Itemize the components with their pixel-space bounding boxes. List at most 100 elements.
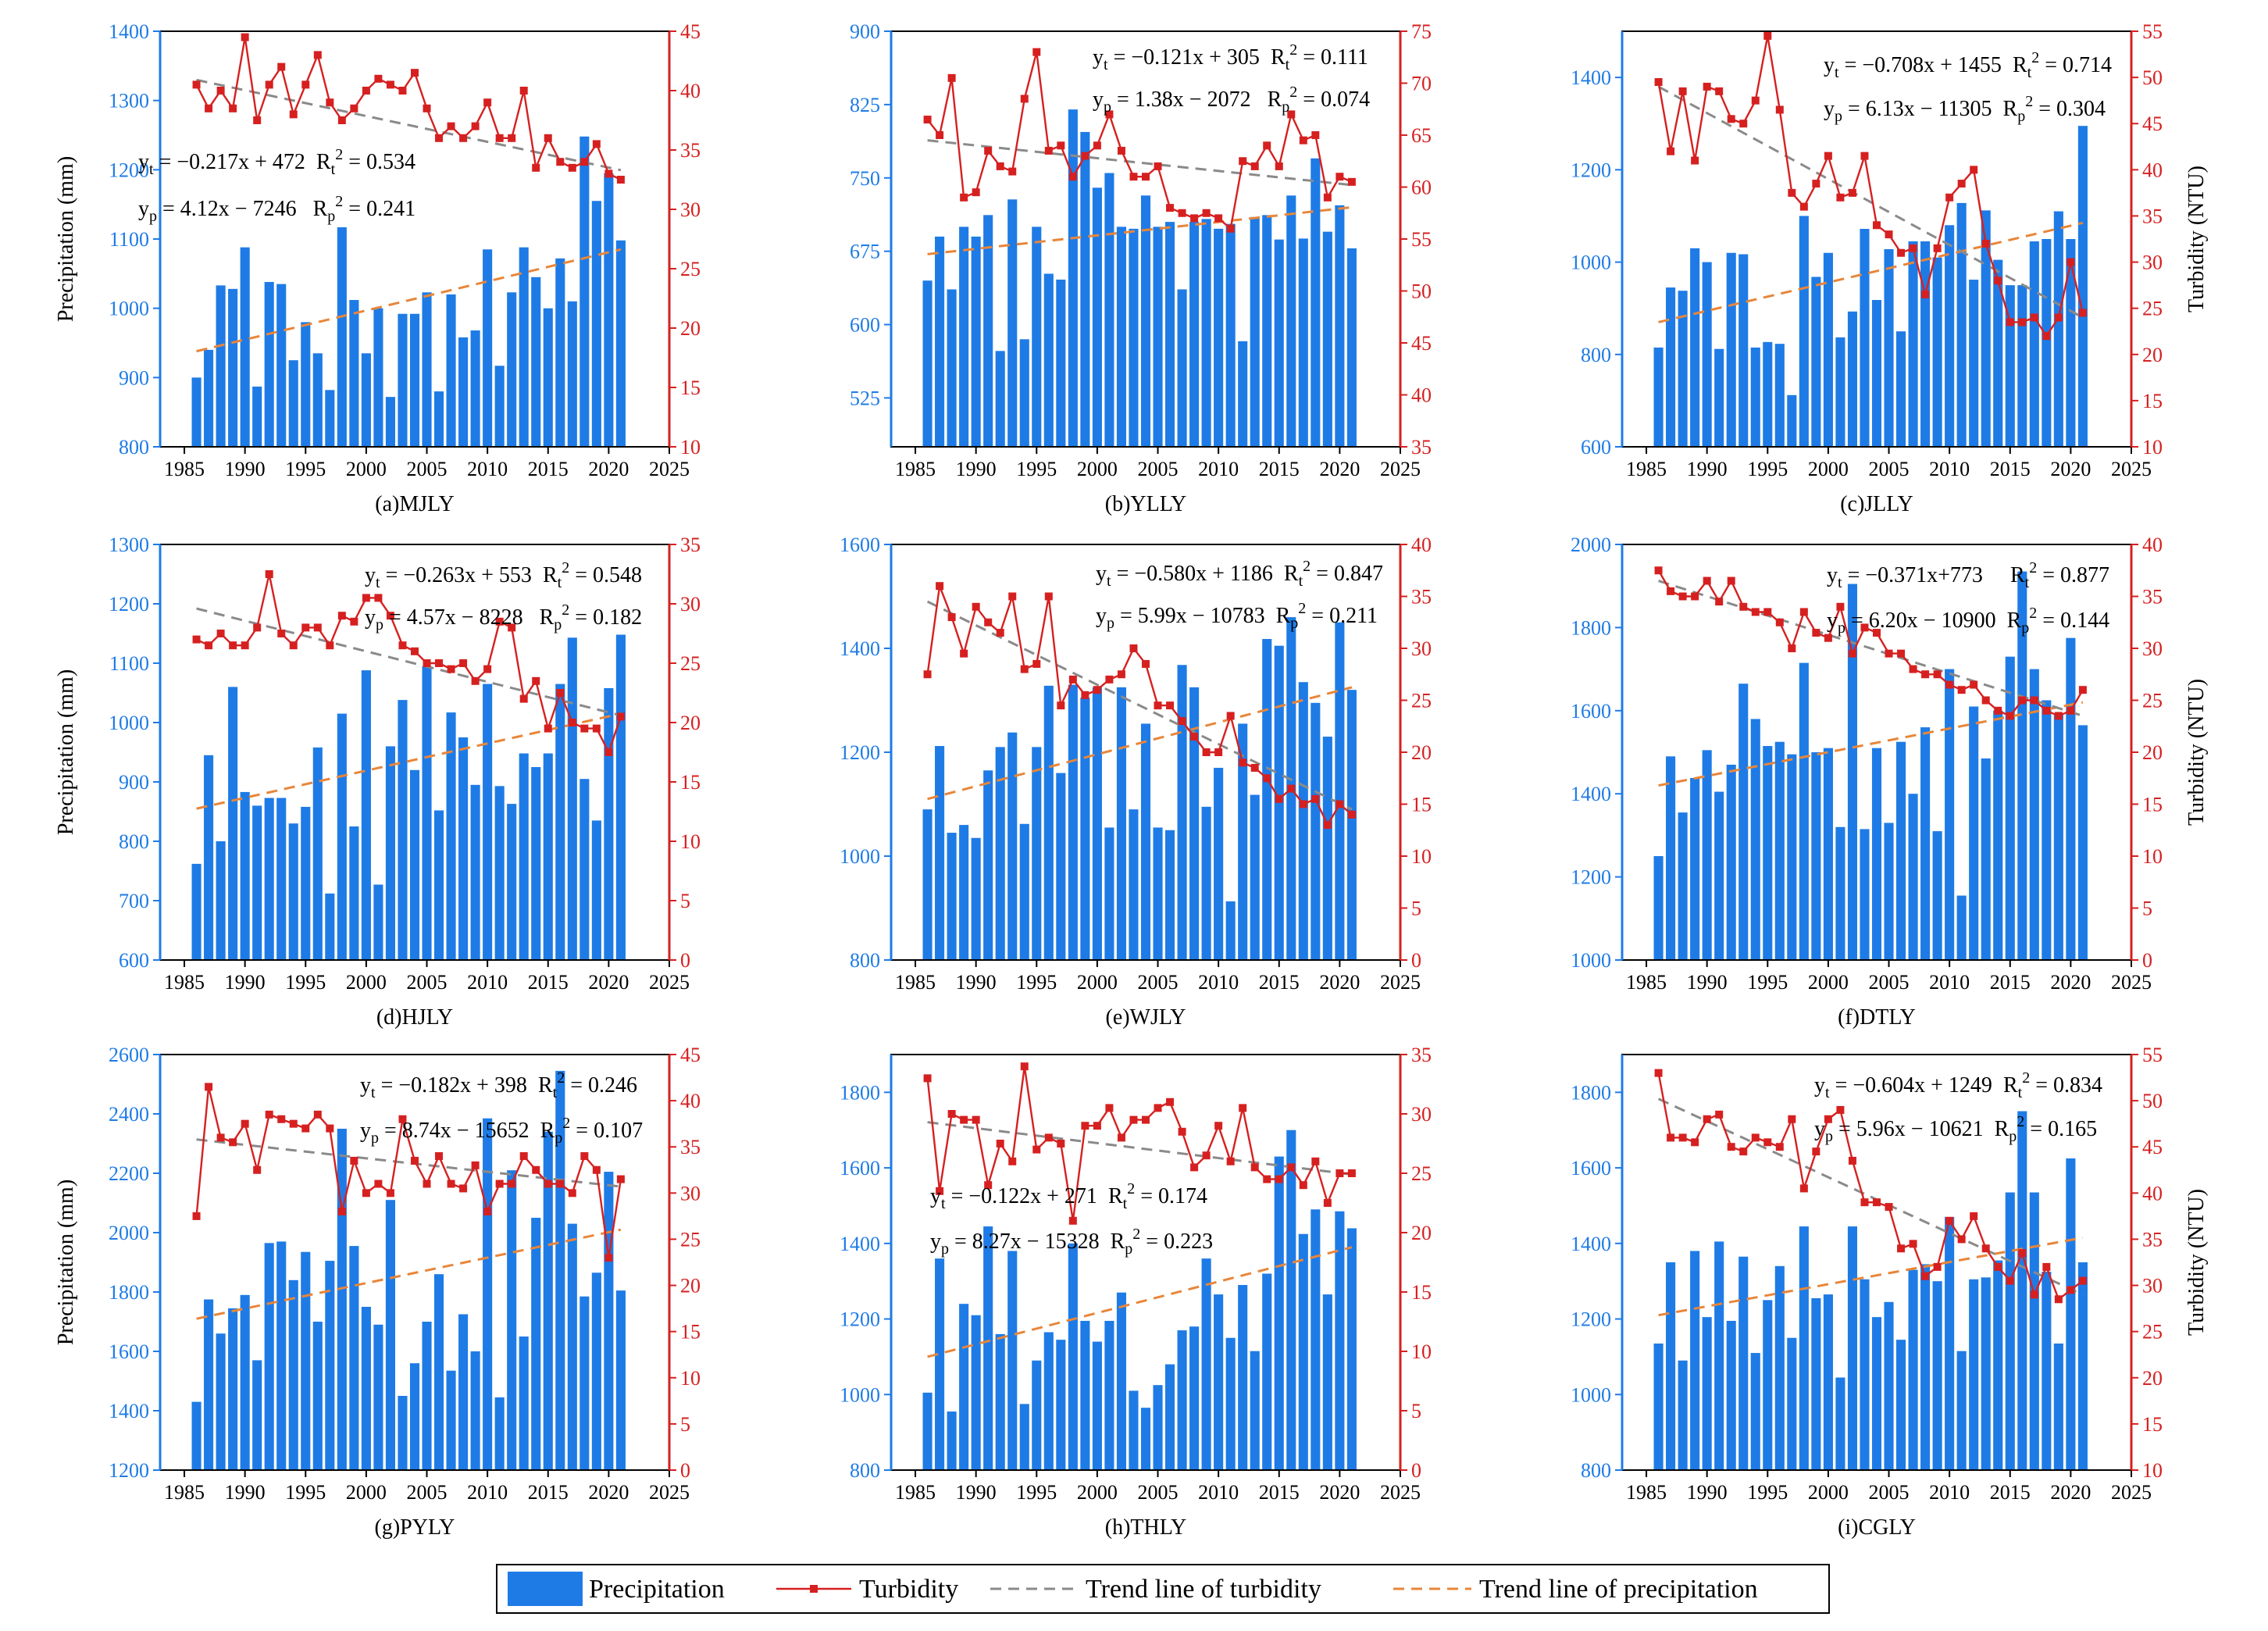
y-left-tick-label: 1000	[1571, 949, 1611, 972]
bar	[1847, 311, 1858, 447]
bar	[433, 391, 444, 447]
bar	[947, 1412, 957, 1470]
bar	[1981, 1277, 1991, 1470]
panel-label: (i)CGLY	[1838, 1515, 1916, 1540]
turbidity-point	[1848, 1156, 1856, 1165]
turbidity-line	[195, 37, 622, 181]
turbidity-point	[1739, 602, 1748, 611]
turbidity-point	[216, 630, 225, 637]
y-right-tick-label: 15	[2142, 390, 2163, 412]
y-right-tick-label: 5	[1411, 898, 1421, 920]
bar	[433, 810, 444, 960]
bar	[1666, 287, 1676, 447]
turbidity-point	[435, 1152, 444, 1161]
turbidity-point	[205, 641, 213, 650]
y-right-tick-label: 40	[2142, 159, 2163, 181]
turbidity-point	[1093, 1122, 1101, 1130]
turbidity-point	[580, 1152, 589, 1161]
bar	[264, 798, 274, 960]
bar	[361, 670, 371, 960]
bar	[1043, 273, 1054, 447]
turbidity-point	[556, 1180, 565, 1188]
bar	[494, 786, 505, 960]
turbidity-point	[2006, 712, 2014, 720]
turbidity-point	[1727, 576, 1735, 585]
y-right-tick-label: 40	[680, 1090, 701, 1112]
x-tick-label: 2000	[1808, 1481, 1849, 1504]
bar	[1043, 1332, 1054, 1470]
y-left-tick-label: 800	[1581, 344, 1611, 366]
x-tick-label: 1985	[164, 1481, 205, 1504]
turbidity-point	[519, 1152, 528, 1161]
turbidity-point	[1263, 141, 1271, 150]
x-tick-label: 2025	[1380, 971, 1421, 994]
bar	[1311, 158, 1321, 447]
bar	[1346, 1228, 1357, 1470]
turbidity-point	[326, 1124, 334, 1133]
x-tick-label: 1985	[895, 1481, 936, 1504]
bar	[1847, 584, 1858, 960]
bar	[604, 687, 614, 960]
bar	[1908, 1269, 1918, 1470]
turbidity-point	[1081, 691, 1089, 699]
x-tick-label: 2005	[1138, 1481, 1179, 1504]
bar	[398, 313, 408, 447]
y-left-tick-label: 1000	[109, 712, 149, 734]
bar	[1969, 1279, 1979, 1470]
bar	[349, 1246, 359, 1470]
panel-label: (e)WJLY	[1106, 1005, 1186, 1030]
y-left-tick-label: 1800	[840, 1081, 880, 1104]
y-left-tick-label: 1600	[109, 1340, 149, 1363]
turbidity-point	[1691, 592, 1699, 601]
x-tick-label: 2010	[1198, 971, 1239, 994]
turbidity-point	[216, 87, 225, 95]
y-left-tick-label: 750	[850, 167, 880, 190]
y-right-tick-label: 0	[1411, 1459, 1421, 1482]
bar	[1835, 826, 1845, 960]
turbidity-point	[241, 641, 249, 650]
turbidity-point	[1788, 188, 1796, 197]
x-tick-label: 1985	[164, 971, 205, 994]
turbidity-point	[1044, 1133, 1053, 1142]
y-right-tick-label: 25	[680, 652, 701, 675]
turbidity-point	[1933, 244, 1942, 252]
turbidity-point	[1202, 209, 1211, 217]
bar	[1726, 764, 1736, 960]
bar	[1920, 727, 1931, 960]
panel-5: 1985 1990 1995 2000 2005 2010 2015 2020 20258001…	[840, 534, 1432, 1030]
bar	[507, 804, 517, 960]
turbidity-point	[1909, 1240, 1917, 1248]
bar	[422, 666, 432, 960]
bar	[1871, 748, 1882, 960]
turbidity-point	[1981, 696, 1990, 705]
turbidity-point	[1287, 1163, 1296, 1172]
turbidity-point	[984, 618, 993, 626]
bar	[1823, 252, 1833, 447]
turbidity-point	[1190, 733, 1199, 741]
bar	[1250, 216, 1260, 447]
bar	[579, 779, 590, 960]
bar	[1908, 241, 1918, 447]
x-tick-label: 1995	[1747, 971, 1788, 994]
turbidity-point	[2030, 1290, 2038, 1299]
bar	[1774, 1265, 1785, 1470]
y-right-tick-label: 10	[2142, 1459, 2163, 1482]
x-tick-label: 2025	[2111, 458, 2152, 480]
x-tick-label: 2015	[528, 458, 569, 480]
turbidity-point	[568, 719, 576, 726]
bar	[1007, 199, 1018, 447]
y-right-tick-label: 20	[680, 1275, 701, 1297]
bar	[1750, 347, 1760, 447]
bar	[422, 292, 432, 447]
bar	[1019, 823, 1029, 960]
turbidity-point	[1654, 1069, 1663, 1077]
y-left-tick-label: 1000	[840, 1383, 880, 1406]
y-left-tick-label: 1000	[109, 298, 149, 320]
y-right-axis-title: Turbidity (NTU)	[2184, 166, 2209, 312]
turbidity-point	[1970, 166, 1978, 174]
x-tick-label: 2025	[649, 971, 690, 994]
turbidity-point	[947, 613, 956, 622]
bar	[1981, 210, 1991, 447]
turbidity-point	[1275, 794, 1283, 803]
y-right-tick-label: 20	[1411, 1222, 1432, 1244]
